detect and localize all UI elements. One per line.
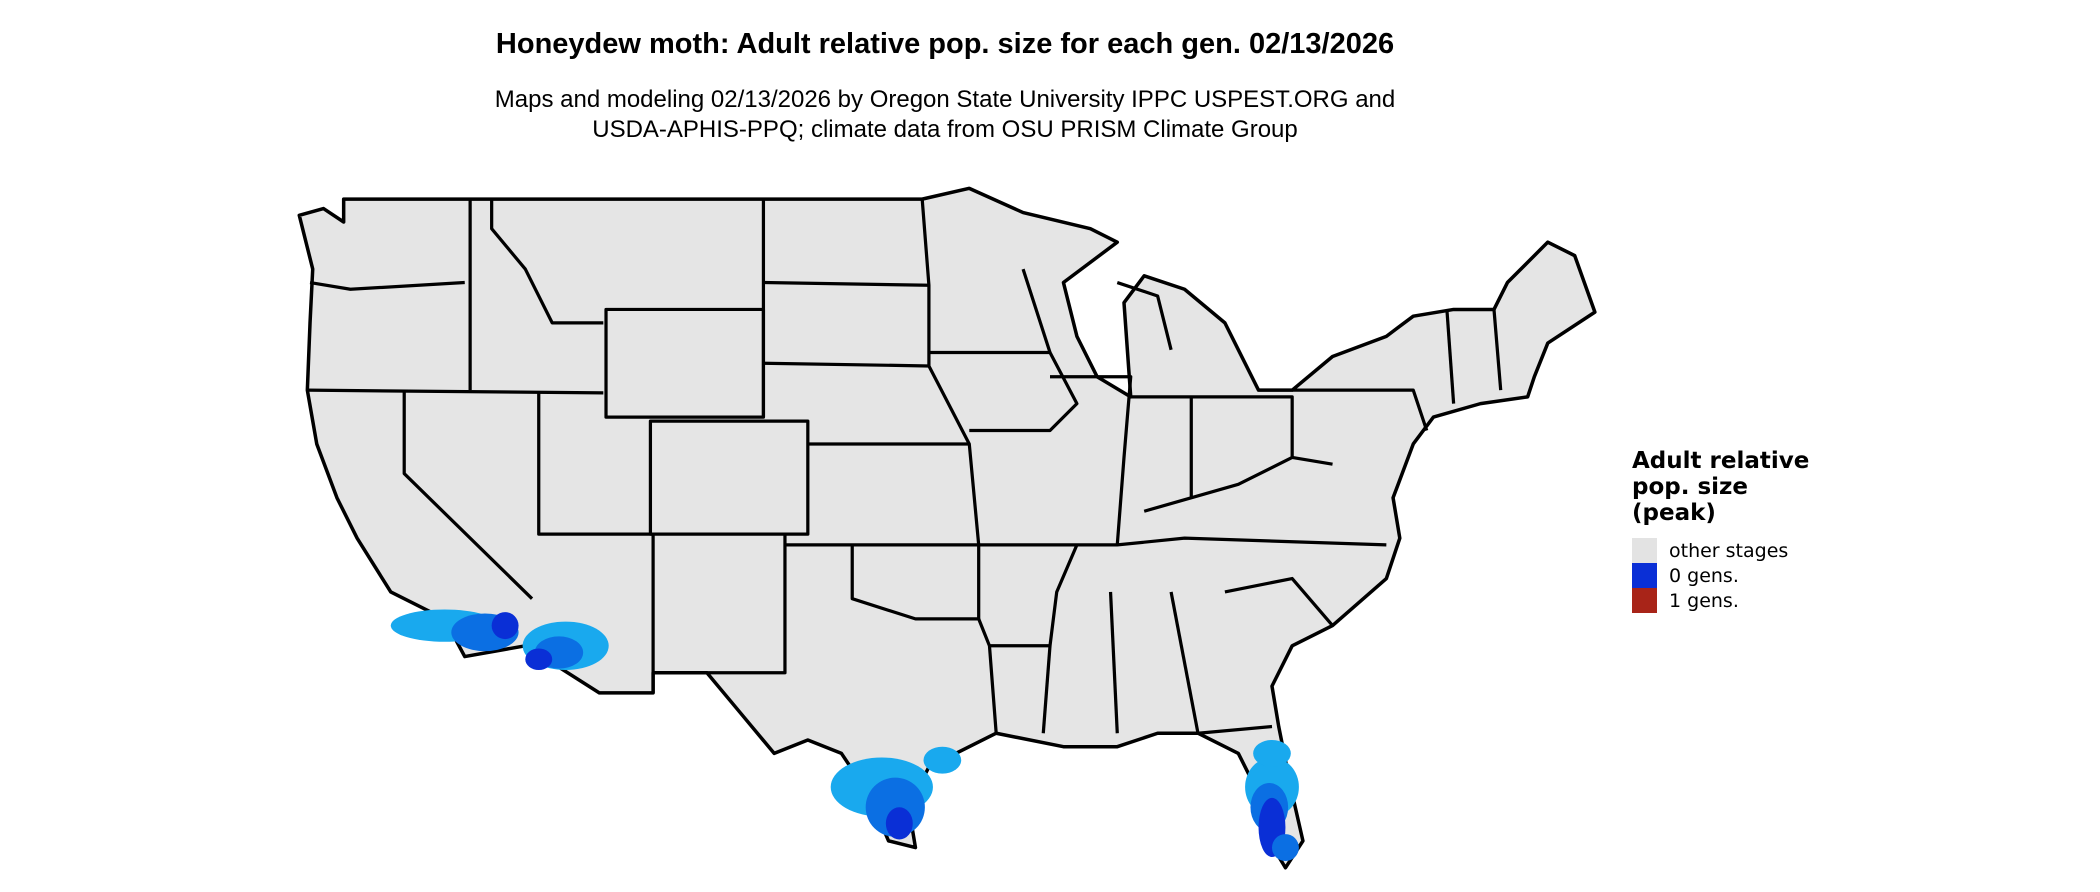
state-borders bbox=[307, 198, 1503, 735]
legend-label: other stages bbox=[1669, 539, 1789, 562]
zero-gen-zones bbox=[390, 609, 1299, 862]
legend-item-other-stages: other stages bbox=[1632, 538, 1809, 563]
legend-title-line-2: pop. size bbox=[1632, 474, 1749, 500]
legend-item-1-gens: 1 gens. bbox=[1632, 588, 1809, 613]
zero-gen-area bbox=[923, 746, 962, 774]
legend-swatch bbox=[1632, 588, 1657, 613]
legend-label: 0 gens. bbox=[1669, 564, 1739, 587]
zero-gen-area bbox=[491, 612, 519, 640]
legend-swatch bbox=[1632, 538, 1657, 563]
zero-gen-area bbox=[1253, 739, 1291, 767]
legend-swatch bbox=[1632, 563, 1657, 588]
legend-title-line-1: Adult relative bbox=[1632, 448, 1810, 474]
map-title: Honeydew moth: Adult relative pop. size … bbox=[495, 28, 1395, 60]
map-subtitle-line-1: Maps and modeling 02/13/2026 by Oregon S… bbox=[494, 86, 1396, 113]
legend-label: 1 gens. bbox=[1669, 589, 1739, 612]
zero-gen-area bbox=[525, 648, 553, 671]
legend: Adult relative pop. size (peak) other st… bbox=[1632, 448, 1809, 613]
zero-gen-area bbox=[885, 807, 913, 840]
zero-gen-area bbox=[1271, 834, 1299, 862]
legend-item-0-gens: 0 gens. bbox=[1632, 563, 1809, 588]
map-subtitle-line-2: USDA-APHIS-PPQ; climate data from OSU PR… bbox=[592, 116, 1298, 143]
legend-title-line-3: (peak) bbox=[1632, 500, 1716, 526]
